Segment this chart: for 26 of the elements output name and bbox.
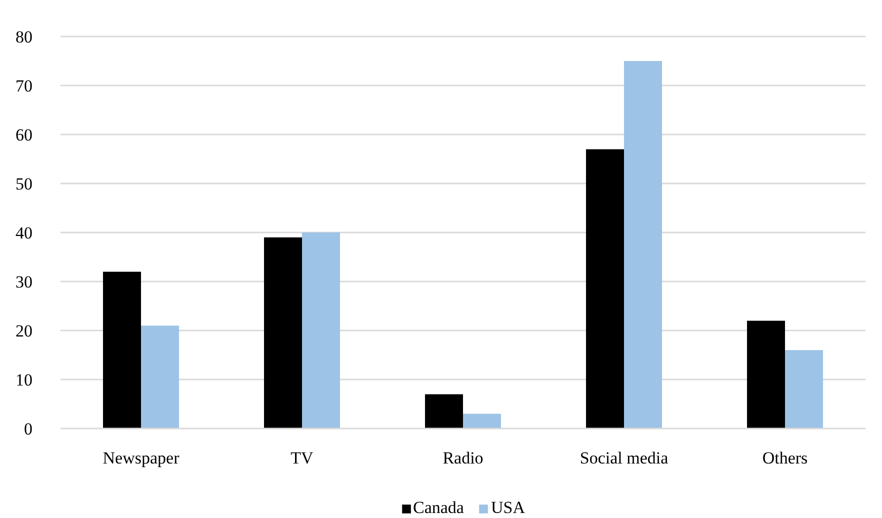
bar bbox=[425, 394, 463, 428]
x-tick-label: Social media bbox=[580, 448, 669, 468]
bar bbox=[624, 61, 662, 428]
y-tick-label: 0 bbox=[24, 420, 32, 438]
x-tick-label: Radio bbox=[442, 448, 484, 468]
y-tick-label: 70 bbox=[16, 76, 32, 96]
x-tick-label: Others bbox=[762, 448, 808, 468]
x-tick-label: Newspaper bbox=[102, 448, 180, 468]
y-tick-label: 50 bbox=[16, 174, 32, 194]
y-tick-label: 20 bbox=[16, 322, 32, 340]
y-tick-label: 40 bbox=[16, 224, 32, 242]
y-tick-label: 80 bbox=[16, 28, 32, 46]
bar bbox=[264, 237, 302, 428]
y-tick-label: 30 bbox=[16, 272, 32, 292]
legend-label: USA bbox=[490, 498, 525, 518]
legend-label: Canada bbox=[413, 498, 464, 518]
bar bbox=[785, 350, 823, 428]
bar bbox=[302, 232, 340, 428]
y-tick-label: 10 bbox=[16, 370, 32, 390]
bar bbox=[103, 272, 141, 428]
x-tick-label: TV bbox=[290, 448, 314, 468]
bar bbox=[141, 326, 179, 428]
bar bbox=[463, 414, 501, 428]
bar bbox=[747, 320, 785, 428]
y-tick-label: 60 bbox=[16, 126, 32, 144]
bar bbox=[586, 149, 624, 428]
